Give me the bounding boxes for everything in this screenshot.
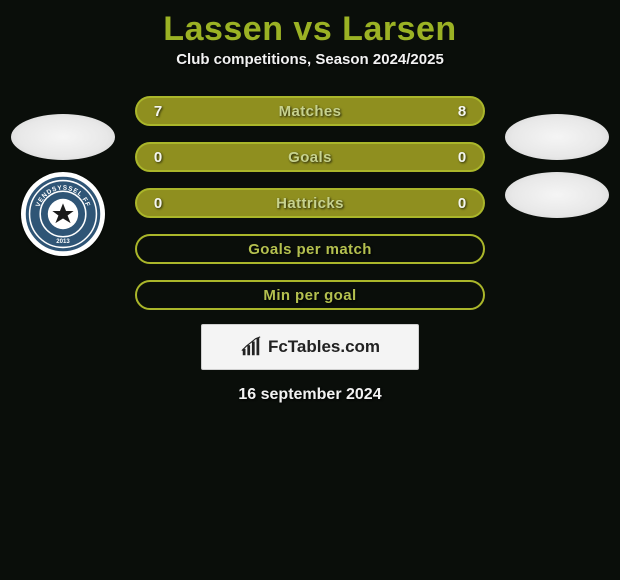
right-player-column [502, 114, 612, 218]
date-text: 16 september 2024 [0, 386, 620, 404]
stat-row-matches: 7 Matches 8 [135, 96, 485, 126]
stat-row-min-per-goal: Min per goal [135, 280, 485, 310]
club-badge-icon: VENDSYSSEL FF 2013 [25, 176, 101, 252]
page-title: Lassen vs Larsen [0, 10, 620, 49]
stat-left-value: 7 [151, 103, 165, 120]
stat-label: Hattricks [137, 195, 483, 212]
comparison-card: Lassen vs Larsen Club competitions, Seas… [0, 0, 620, 580]
club-badge-year: 2013 [56, 238, 70, 245]
stat-row-goals-per-match: Goals per match [135, 234, 485, 264]
brand-box[interactable]: FcTables.com [201, 324, 419, 370]
club-badge-placeholder [505, 172, 609, 218]
player-avatar-placeholder [505, 114, 609, 160]
stat-row-hattricks: 0 Hattricks 0 [135, 188, 485, 218]
stat-label: Min per goal [137, 287, 483, 304]
stat-label: Goals [137, 149, 483, 166]
brand-text: FcTables.com [268, 337, 380, 357]
stat-left-value: 0 [151, 149, 165, 166]
stat-left-value: 0 [151, 195, 165, 212]
stat-right-value: 8 [455, 103, 469, 120]
player-avatar-placeholder [11, 114, 115, 160]
page-subtitle: Club competitions, Season 2024/2025 [0, 51, 620, 68]
stat-label: Matches [137, 103, 483, 120]
stat-right-value: 0 [455, 195, 469, 212]
stat-right-value: 0 [455, 149, 469, 166]
bar-chart-icon [240, 336, 262, 358]
stats-list: 7 Matches 8 0 Goals 0 0 Hattricks 0 Goal… [135, 96, 485, 310]
left-player-column: VENDSYSSEL FF 2013 [8, 114, 118, 256]
stat-row-goals: 0 Goals 0 [135, 142, 485, 172]
stat-label: Goals per match [137, 241, 483, 258]
club-badge: VENDSYSSEL FF 2013 [21, 172, 105, 256]
